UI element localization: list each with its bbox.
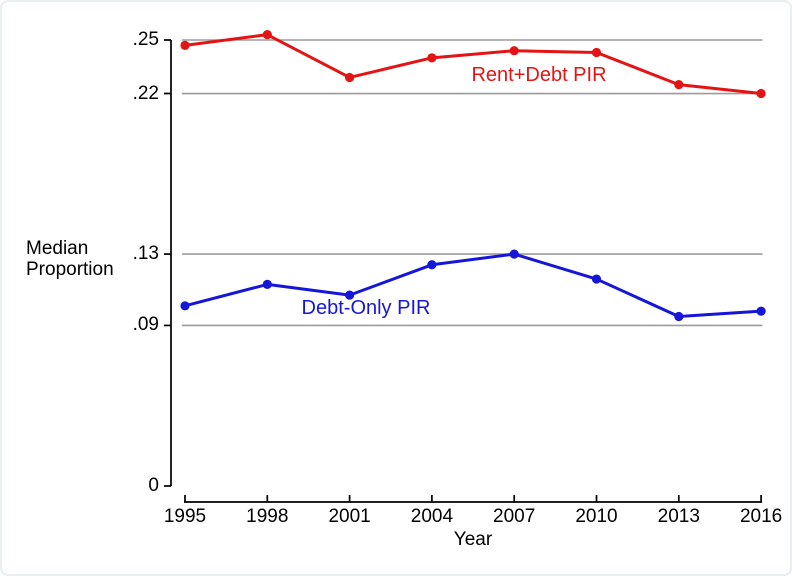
data-point (262, 30, 272, 40)
x-tick-label: 2001 (328, 506, 371, 527)
x-axis-title: Year (453, 529, 493, 550)
data-point (591, 47, 602, 58)
x-tick-label: 2004 (410, 506, 454, 527)
data-point (427, 53, 437, 63)
data-point (345, 72, 355, 83)
data-point (427, 260, 437, 270)
data-point (180, 301, 190, 311)
data-point (262, 279, 272, 290)
data-point (509, 46, 519, 56)
data-point (180, 40, 190, 50)
data-point (756, 88, 766, 99)
x-tick-label: 1998 (246, 506, 289, 527)
x-tick-label: 1995 (163, 506, 207, 527)
y-tick-label: 0 (148, 475, 159, 496)
y-axis-title-line2: Proportion (26, 259, 114, 280)
data-point (674, 311, 684, 322)
y-tick-label: .09 (132, 314, 159, 336)
data-point (591, 274, 602, 284)
series-label-rent-debt-pir: Rent+Debt PIR (471, 64, 607, 86)
y-axis-title: Median Proportion (26, 238, 114, 280)
series-label-debt-only-pir: Debt-Only PIR (301, 297, 431, 319)
series-line (183, 33, 763, 96)
y-tick-label: .13 (132, 243, 159, 265)
data-point (674, 80, 684, 90)
y-axis-title-line1: Median (26, 238, 89, 259)
x-tick-label: 2007 (493, 506, 536, 527)
x-tick-label: 2010 (575, 506, 618, 527)
x-tick-label: 2013 (657, 506, 700, 527)
data-point (345, 290, 355, 300)
data-point (756, 306, 766, 316)
data-point (509, 249, 519, 259)
series-line (183, 252, 763, 319)
y-tick-label: .25 (132, 29, 159, 50)
y-tick-label: .22 (132, 82, 159, 104)
x-tick-label: 2016 (739, 506, 783, 527)
